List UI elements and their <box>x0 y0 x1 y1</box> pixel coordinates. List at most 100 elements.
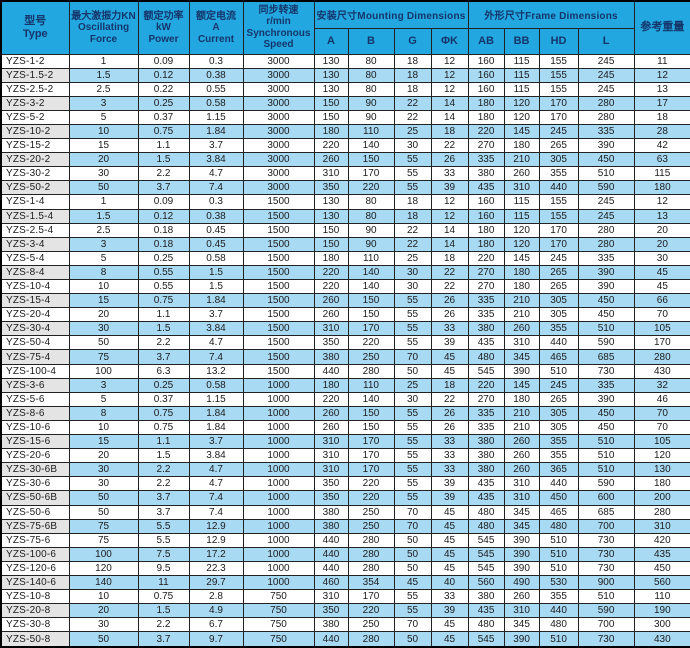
value-cell: 545 <box>467 560 505 576</box>
value-cell: 300 <box>633 617 690 633</box>
value-cell: 160 <box>467 67 505 83</box>
value-cell: 310 <box>503 490 540 506</box>
header-oscillating-force: 最大激振力KN Oscillating Force <box>68 0 139 55</box>
value-cell: 180 <box>633 476 690 492</box>
value-cell: 1000 <box>242 560 315 576</box>
value-cell: 0.38 <box>188 208 244 224</box>
value-cell: 350 <box>313 603 349 619</box>
value-cell: 55 <box>393 419 432 436</box>
table-row: YZS-1-4 1 0.09 0.3 1500 130 80 18 12 160 115 155 245… <box>0 194 690 210</box>
value-cell: 55 <box>393 603 432 619</box>
table-row: YZS-20-8 20 1.5 4.9 750 350 220 55 39 435 310 440 59… <box>0 603 690 619</box>
value-cell: 1500 <box>242 293 315 309</box>
value-cell: 66 <box>633 293 690 309</box>
table-row: YZS-100-4 100 6.3 13.2 1500 440 280 50 45 545 390 5… <box>0 363 690 379</box>
model-cell: YZS-75-6 <box>0 532 70 548</box>
header-frame-dimensions: 外形尺寸Frame Dimensions <box>467 0 635 29</box>
value-cell: 11 <box>633 53 690 69</box>
value-cell: 2.8 <box>188 589 244 605</box>
value-cell: 480 <box>467 504 505 520</box>
value-cell: 350 <box>313 335 349 351</box>
value-cell: 140 <box>347 278 395 295</box>
value-cell: 50 <box>68 631 139 648</box>
value-cell: 5.5 <box>137 518 190 534</box>
value-cell: 210 <box>503 419 540 436</box>
value-cell: 260 <box>313 405 349 421</box>
value-cell: 140 <box>347 264 395 281</box>
value-cell: 265 <box>538 138 579 154</box>
value-cell: 0.3 <box>188 53 244 69</box>
header-mounting-dimensions: 安装尺寸Mounting Dimensions <box>313 0 469 29</box>
value-cell: 245 <box>577 194 635 210</box>
value-cell: 18 <box>393 67 432 83</box>
value-cell: 14 <box>430 109 469 125</box>
value-cell: 1.84 <box>188 293 244 309</box>
value-cell: 1500 <box>242 222 315 238</box>
value-cell: 20 <box>68 448 139 464</box>
value-cell: 170 <box>347 166 395 182</box>
value-cell: 440 <box>313 546 349 562</box>
header-row-subcolumns: A B G ΦK AB BB HD L <box>1 27 690 55</box>
value-cell: 1.5 <box>68 208 139 224</box>
value-cell: 0.37 <box>137 391 190 407</box>
value-cell: 450 <box>577 293 635 309</box>
value-cell: 265 <box>538 391 579 407</box>
value-cell: 20 <box>633 222 690 238</box>
value-cell: 45 <box>430 631 469 648</box>
value-cell: 70 <box>633 405 690 421</box>
value-cell: 545 <box>467 546 505 562</box>
value-cell: 2.2 <box>137 462 190 478</box>
value-cell: 1000 <box>242 448 315 464</box>
value-cell: 0.75 <box>137 419 190 436</box>
value-cell: 33 <box>430 448 469 464</box>
value-cell: 260 <box>313 152 349 168</box>
value-cell: 150 <box>313 109 349 125</box>
value-cell: 18 <box>393 53 432 69</box>
value-cell: 30 <box>393 138 432 154</box>
table-row: YZS-5-4 5 0.25 0.58 1500 180 110 25 18 220 145 245 3… <box>0 250 690 266</box>
value-cell: 30 <box>68 462 139 478</box>
table-row: YZS-30-6 30 2.2 4.7 1000 350 220 55 39 435 310 440 5… <box>0 476 690 492</box>
value-cell: 1500 <box>242 208 315 224</box>
value-cell: 115 <box>503 208 540 224</box>
model-cell: YZS-50-6B <box>0 490 70 506</box>
value-cell: 730 <box>577 631 635 648</box>
value-cell: 380 <box>313 617 349 633</box>
value-cell: 70 <box>393 617 432 633</box>
value-cell: 220 <box>313 278 349 295</box>
value-cell: 55 <box>393 293 432 309</box>
value-cell: 590 <box>577 335 635 351</box>
table-row: YZS-8-6 8 0.75 1.84 1000 260 150 55 26 335 210 305 4… <box>0 405 690 421</box>
value-cell: 150 <box>347 152 395 168</box>
value-cell: 3.7 <box>137 490 190 506</box>
model-cell: YZS-140-6 <box>0 574 70 591</box>
value-cell: 3000 <box>242 81 315 97</box>
value-cell: 430 <box>633 631 690 648</box>
value-cell: 1.5 <box>188 264 244 281</box>
value-cell: 260 <box>503 589 540 605</box>
model-cell: YZS-30-6 <box>0 476 70 492</box>
value-cell: 3.7 <box>137 631 190 648</box>
value-cell: 18 <box>393 208 432 224</box>
value-cell: 440 <box>313 532 349 548</box>
value-cell: 3000 <box>242 67 315 83</box>
value-cell: 350 <box>313 490 349 506</box>
value-cell: 5.5 <box>137 532 190 548</box>
value-cell: 280 <box>347 363 395 379</box>
value-cell: 150 <box>313 236 349 252</box>
value-cell: 160 <box>467 53 505 69</box>
value-cell: 310 <box>313 462 349 478</box>
model-cell: YZS-20-8 <box>0 603 70 619</box>
value-cell: 150 <box>347 405 395 421</box>
value-cell: 55 <box>393 166 432 182</box>
value-cell: 150 <box>313 95 349 111</box>
model-cell: YZS-10-6 <box>0 419 70 436</box>
value-cell: 4.9 <box>188 603 244 619</box>
value-cell: 46 <box>633 391 690 407</box>
value-cell: 45 <box>430 532 469 548</box>
value-cell: 220 <box>467 250 505 266</box>
model-cell: YZS-50-2 <box>0 180 70 196</box>
value-cell: 210 <box>503 307 540 323</box>
table-row: YZS-1.5-4 1.5 0.12 0.38 1500 130 80 18 12 160 115 1… <box>0 208 690 224</box>
value-cell: 730 <box>577 363 635 379</box>
